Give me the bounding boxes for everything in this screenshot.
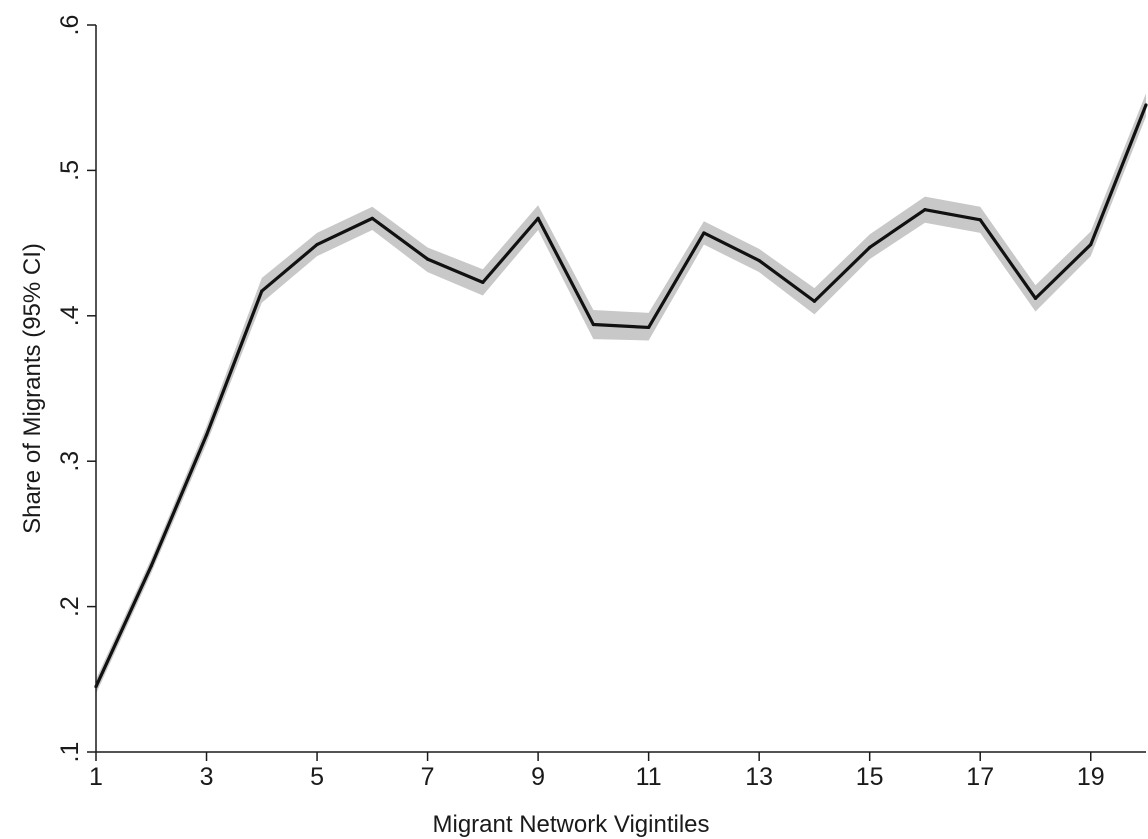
confidence-band-layer [96, 93, 1146, 694]
x-tick-label: 3 [200, 763, 214, 791]
y-axis-title: Share of Migrants (95% CI) [19, 243, 46, 534]
data-point [1144, 103, 1148, 107]
data-point [315, 242, 319, 247]
confidence-band [96, 93, 1146, 694]
x-tick-label: 19 [1077, 763, 1105, 791]
data-point [591, 322, 595, 327]
data-point [1089, 242, 1093, 247]
y-tick-label: .2 [56, 596, 84, 617]
data-point [812, 299, 817, 303]
data-point [370, 216, 374, 220]
data-point [868, 245, 872, 250]
x-tick-label: 1 [89, 763, 103, 791]
x-tick-label: 13 [745, 763, 773, 791]
x-tick-label: 15 [856, 763, 884, 791]
data-point [481, 280, 485, 284]
y-tick-label: .4 [56, 305, 84, 326]
x-tick-label: 9 [531, 763, 545, 791]
x-axis-title: Migrant Network Vigintiles [433, 811, 710, 838]
series-line [94, 104, 1148, 688]
y-tick-label: .5 [56, 160, 84, 181]
y-tick-label: .3 [56, 451, 84, 472]
x-tick-label: 11 [636, 763, 662, 791]
data-point [260, 289, 264, 293]
data-point [647, 325, 651, 330]
data-point [923, 208, 927, 212]
data-point [536, 216, 540, 220]
x-tick-label: 5 [310, 763, 324, 791]
data-point [757, 258, 761, 263]
data-point [978, 218, 982, 222]
x-tick-label: 7 [421, 763, 435, 791]
data-point [149, 564, 153, 568]
y-axis-ticks: .1 .2 .3 .4 .5 .6 [56, 15, 96, 763]
series-line-layer [94, 103, 1148, 689]
y-tick-label: .6 [56, 15, 84, 36]
data-point [204, 433, 209, 437]
data-point [425, 257, 430, 261]
y-tick-label: .1 [56, 742, 84, 763]
x-tick-label: 17 [966, 763, 994, 791]
x-axis-ticks: 1 3 5 7 9 11 13 15 17 19 [89, 752, 1105, 791]
data-point [1033, 296, 1038, 300]
data-point [702, 231, 706, 235]
axes: .1.2.3.4.5.6 1 3 5 7 9 11 13 15 17 19 [56, 15, 1146, 791]
